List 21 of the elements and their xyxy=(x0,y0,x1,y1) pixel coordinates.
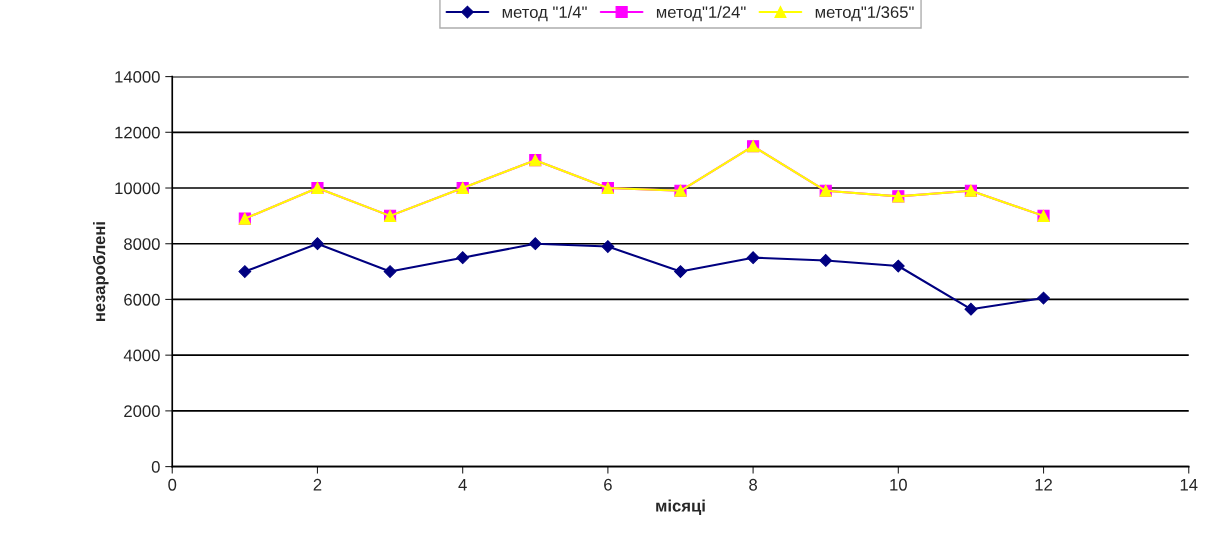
x-tick-label: 14 xyxy=(1180,479,1198,491)
legend-label: метод "1/4" xyxy=(502,5,587,22)
y-tick-label: 0 xyxy=(151,460,160,473)
x-tick-label: 2 xyxy=(313,478,322,491)
y-tick-label: 10000 xyxy=(115,182,160,195)
x-tick-label: 10 xyxy=(890,478,907,491)
legend-label: метод"1/365" xyxy=(815,5,914,22)
y-tick-label: 6000 xyxy=(124,293,160,306)
x-tick-label: 12 xyxy=(1035,478,1052,491)
x-tick-label: 0 xyxy=(168,478,177,491)
y-tick-label: 8000 xyxy=(124,238,160,250)
y-tick-label: 4000 xyxy=(123,349,160,362)
x-axis-title: місяці xyxy=(656,499,705,515)
y-axis-title: незароблені xyxy=(92,222,109,322)
x-tick-label: 8 xyxy=(749,478,758,491)
y-tick-label: 12000 xyxy=(115,126,160,139)
legend-label: метод"1/24" xyxy=(656,5,746,22)
y-tick-label: 14000 xyxy=(115,70,160,83)
x-tick-label: 6 xyxy=(604,478,612,491)
y-tick-label: 2000 xyxy=(124,405,160,418)
x-tick-label: 4 xyxy=(458,479,467,491)
